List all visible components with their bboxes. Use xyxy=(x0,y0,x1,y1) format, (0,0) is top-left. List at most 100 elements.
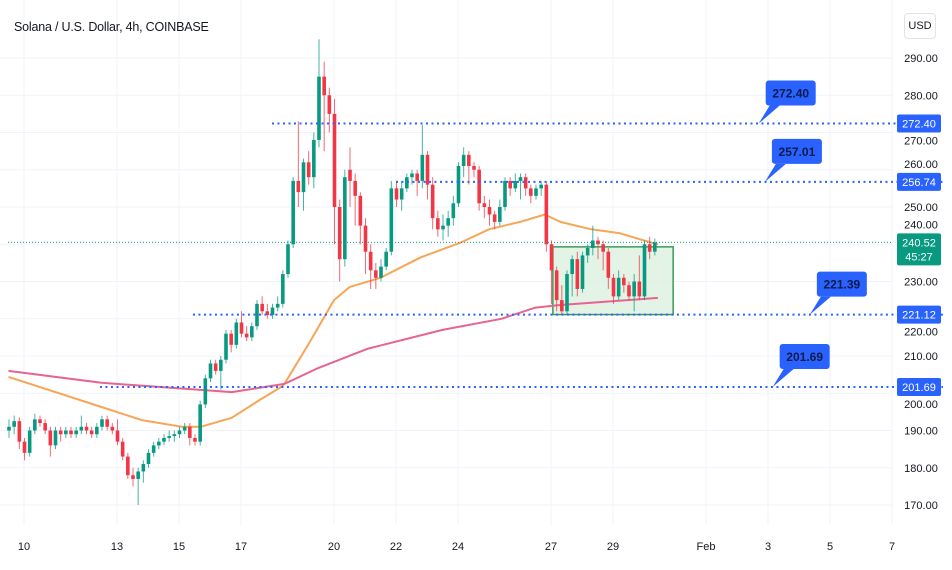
price-tick-label: 200.00 xyxy=(904,399,938,411)
moving-averages xyxy=(8,213,659,428)
time-tick-label: 22 xyxy=(390,541,402,553)
candle-body xyxy=(157,441,161,446)
candle-down xyxy=(560,285,564,316)
candle-body xyxy=(580,255,585,289)
candle-up xyxy=(198,400,202,446)
candle-body xyxy=(38,419,42,424)
price-tick-label: 190.00 xyxy=(904,426,938,438)
level-callout[interactable]: 272.40 xyxy=(758,80,816,124)
candle-up xyxy=(162,434,166,446)
candle-body xyxy=(647,244,652,252)
candle-body xyxy=(554,270,559,301)
candle-body xyxy=(275,303,280,308)
candle-up xyxy=(570,255,574,297)
candle-body xyxy=(301,162,306,193)
grid xyxy=(0,0,893,525)
candle-body xyxy=(368,251,373,271)
callout-value: 201.69 xyxy=(786,350,823,364)
candle-body xyxy=(281,274,285,304)
candle-down xyxy=(549,240,554,304)
candle-body xyxy=(270,307,275,316)
candle-up xyxy=(286,240,290,278)
level-price-label: 272.40 xyxy=(902,119,936,131)
candle-body xyxy=(234,322,239,345)
candle-down xyxy=(363,218,368,275)
candle-down xyxy=(296,121,301,207)
level-callout[interactable]: 257.01 xyxy=(764,138,822,182)
candle-body xyxy=(84,426,89,431)
callout-box xyxy=(771,138,822,164)
candle-up xyxy=(539,180,543,196)
candle-down xyxy=(244,326,249,342)
candle-down xyxy=(239,311,244,338)
candle-body xyxy=(177,430,182,435)
price-tick-label: 240.00 xyxy=(904,219,938,231)
candle-down xyxy=(622,274,626,293)
candle-body xyxy=(172,434,177,437)
candle-body xyxy=(100,419,104,427)
candle-down xyxy=(430,177,435,230)
candle-up xyxy=(513,173,518,193)
candle-up xyxy=(518,173,523,200)
candle-up xyxy=(642,240,647,301)
candle-up xyxy=(451,195,456,226)
price-tick-label: 210.00 xyxy=(904,351,938,363)
candle-body xyxy=(637,281,642,297)
candle-body xyxy=(69,430,73,435)
level-price-label: 221.12 xyxy=(902,310,936,322)
candle-up xyxy=(399,180,404,211)
candle-up xyxy=(208,359,213,383)
candle-up xyxy=(182,423,187,435)
candle-down xyxy=(508,177,512,196)
candle-up xyxy=(534,184,538,200)
candle-up xyxy=(219,356,223,390)
candle-body xyxy=(622,277,626,286)
level-callout[interactable]: 221.39 xyxy=(809,271,867,315)
price-axis[interactable]: 170.00 180.00 190.00 200.00 210.00 220.00 230.… xyxy=(897,53,941,512)
candle-body xyxy=(508,180,512,189)
candle-body xyxy=(544,184,549,245)
candle-body xyxy=(420,154,425,181)
candle-body xyxy=(513,180,518,189)
candle-up xyxy=(343,169,347,267)
candle-body xyxy=(151,445,156,453)
candle-body xyxy=(12,421,16,427)
candle-up xyxy=(580,251,585,293)
candle-body xyxy=(141,464,146,472)
candles xyxy=(7,39,657,505)
candle-down xyxy=(353,173,357,226)
time-tick-label: 27 xyxy=(545,541,557,553)
time-axis[interactable]: 10 13 15 17 20 22 24 27 29 Feb 3 5 7 xyxy=(18,541,895,553)
horizontal-levels[interactable]: 272.40 257.01 221.39 201.69 xyxy=(8,80,943,388)
candle-up xyxy=(441,214,445,241)
candle-body xyxy=(585,247,590,256)
candle-down xyxy=(131,467,135,487)
candle-down xyxy=(84,423,89,435)
candle-body xyxy=(317,76,321,140)
candle-up xyxy=(151,441,156,457)
time-tick-label: Feb xyxy=(697,541,716,553)
callout-box xyxy=(816,271,867,297)
candle-up xyxy=(389,180,394,256)
candle-up xyxy=(632,274,636,312)
candle-up xyxy=(255,300,259,330)
candle-body xyxy=(518,177,523,181)
candle-down xyxy=(368,244,373,289)
candle-up xyxy=(379,259,383,282)
candle-body xyxy=(17,421,22,442)
candle-down xyxy=(188,423,192,446)
candle-body xyxy=(260,303,264,312)
level-callout[interactable]: 201.69 xyxy=(772,343,830,387)
candle-body xyxy=(219,359,223,371)
candle-body xyxy=(446,218,450,226)
candle-up xyxy=(312,132,316,189)
candle-body xyxy=(348,169,352,181)
moving-average-slow xyxy=(8,296,658,394)
level-price-tag xyxy=(897,114,941,133)
candle-body xyxy=(461,154,466,167)
candle-body xyxy=(193,437,197,442)
candle-down xyxy=(22,437,27,461)
bar-countdown-label: 45:27 xyxy=(905,251,933,263)
currency-button[interactable]: USD xyxy=(904,13,936,39)
